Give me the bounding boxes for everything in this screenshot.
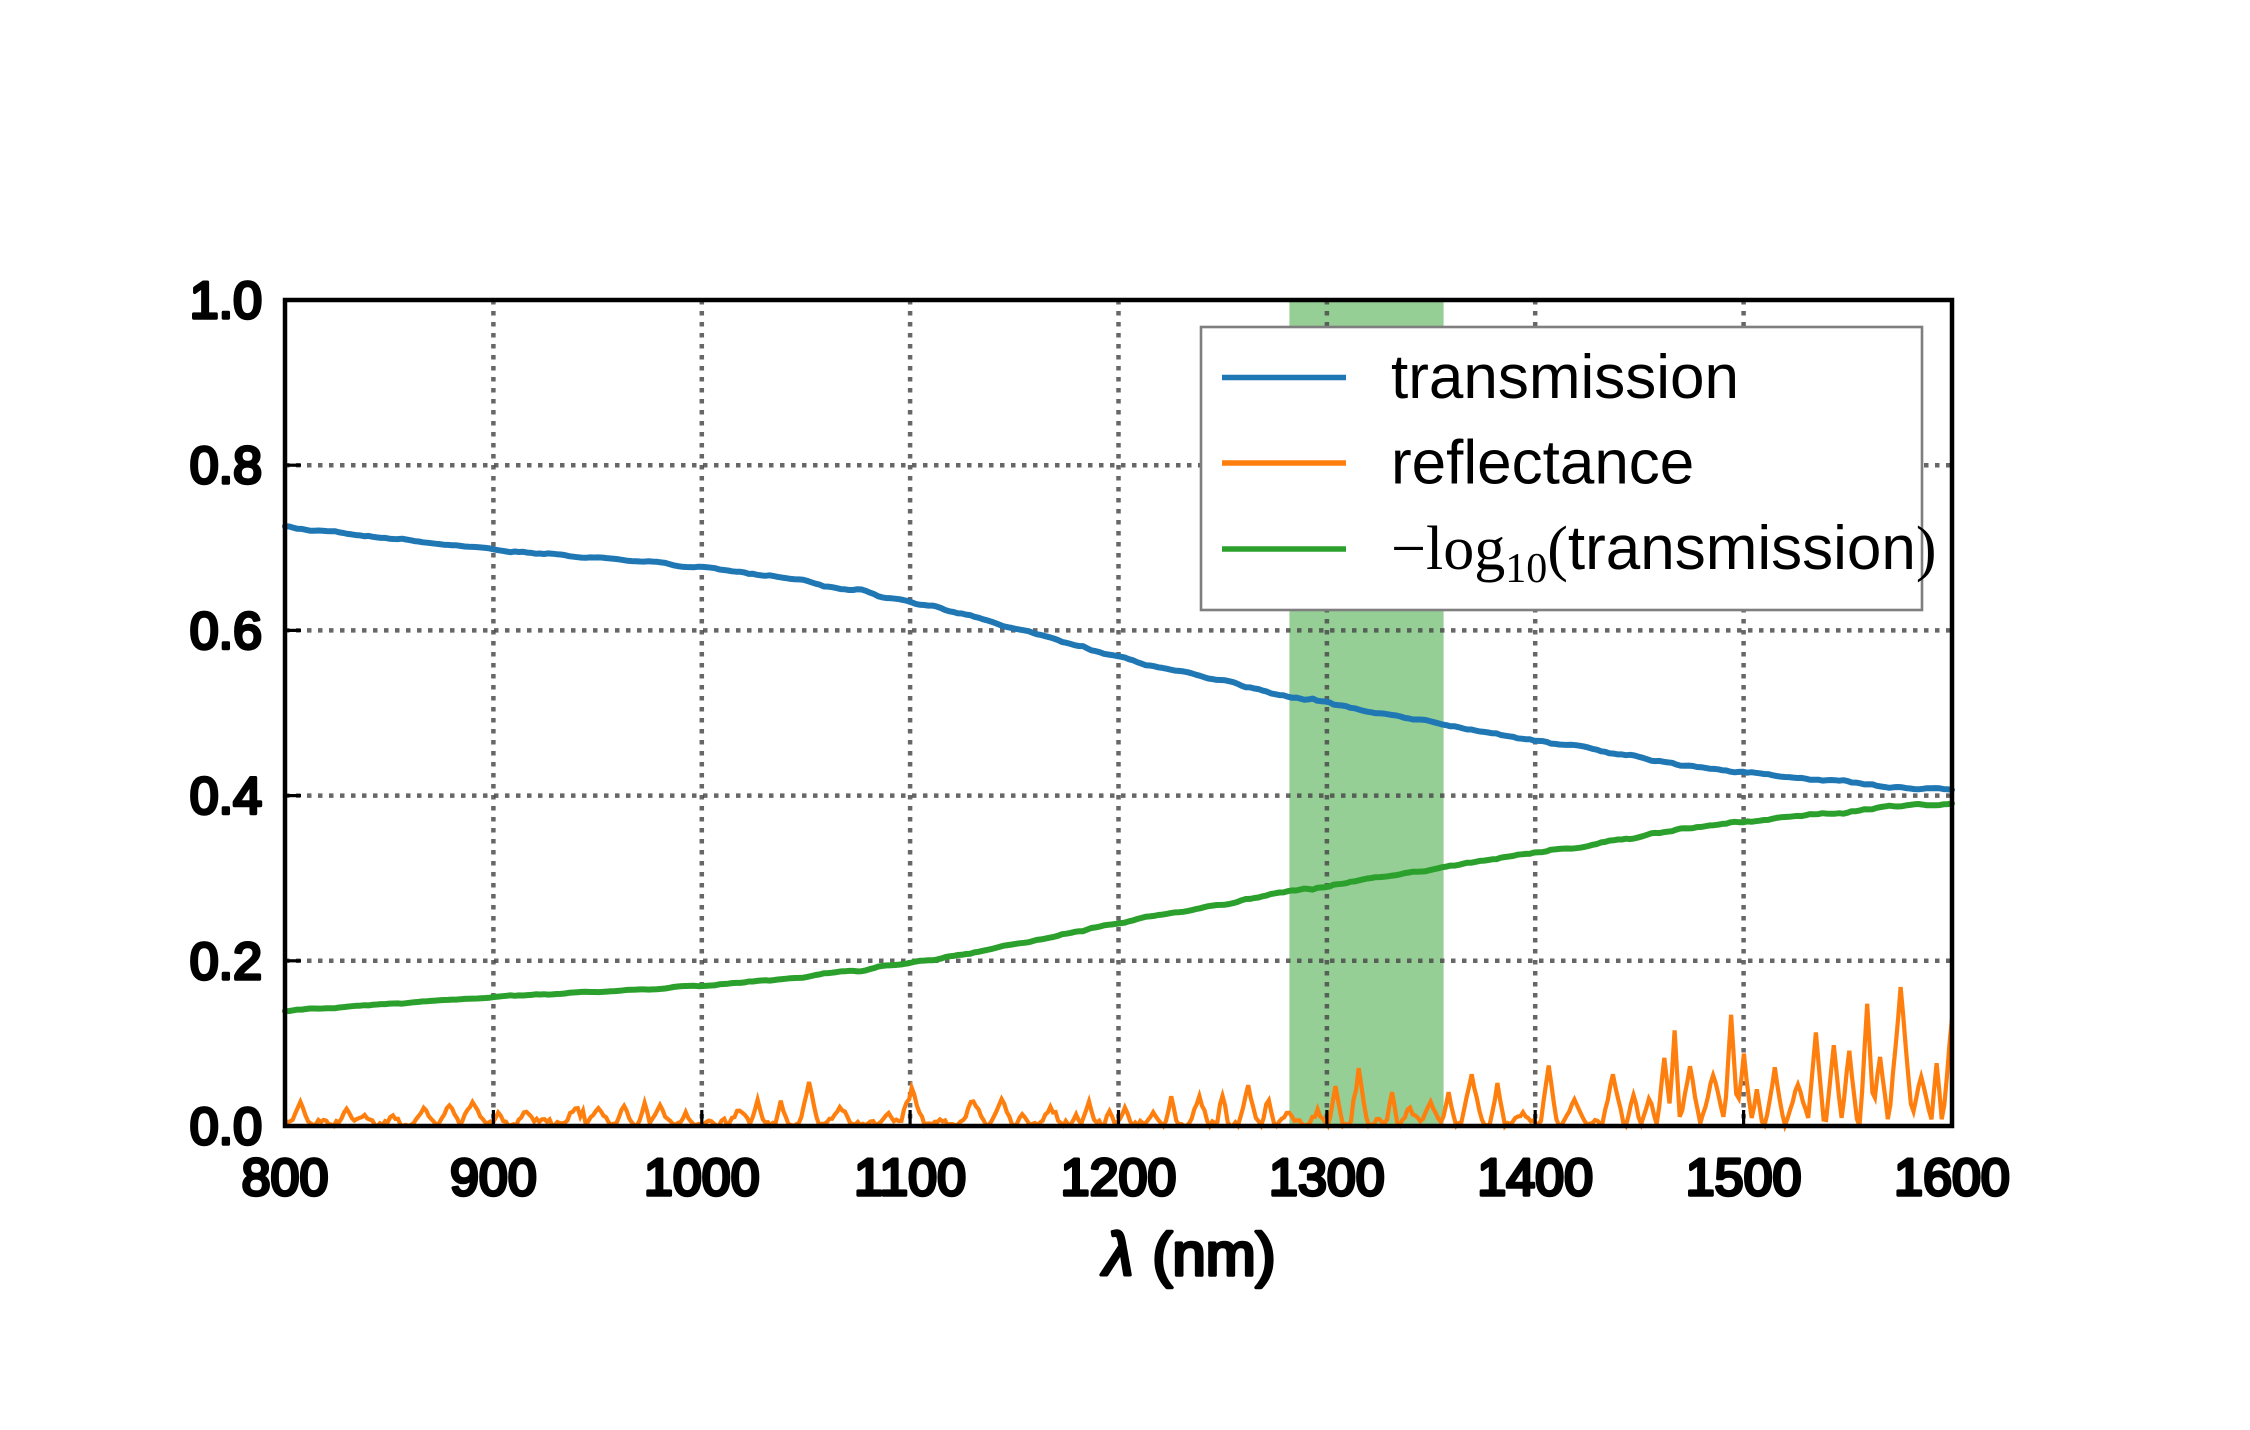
svg-text:(nm): (nm) [1152, 1221, 1275, 1288]
svg-text:1600: 1600 [1894, 1149, 2010, 1207]
svg-text:1500: 1500 [1686, 1149, 1802, 1207]
svg-text:0.8: 0.8 [190, 437, 262, 495]
svg-text:800: 800 [242, 1149, 329, 1207]
svg-text:transmission: transmission [1391, 343, 1739, 412]
svg-text:1200: 1200 [1061, 1149, 1177, 1207]
svg-text:0.4: 0.4 [190, 768, 262, 826]
svg-text:1.0: 1.0 [190, 272, 262, 330]
svg-text:1100: 1100 [854, 1149, 966, 1207]
svg-text:1400: 1400 [1477, 1149, 1593, 1207]
svg-text:0.6: 0.6 [190, 602, 262, 660]
svg-text:λ: λ [1101, 1221, 1134, 1288]
svg-text:0.2: 0.2 [190, 933, 262, 991]
svg-text:1300: 1300 [1269, 1149, 1385, 1207]
svg-text:reflectance: reflectance [1391, 429, 1694, 498]
svg-text:0.0: 0.0 [190, 1098, 262, 1156]
svg-text:1000: 1000 [644, 1149, 760, 1207]
svg-text:−log10(transmission): −log10(transmission) [1391, 514, 1937, 592]
svg-text:900: 900 [450, 1149, 537, 1207]
